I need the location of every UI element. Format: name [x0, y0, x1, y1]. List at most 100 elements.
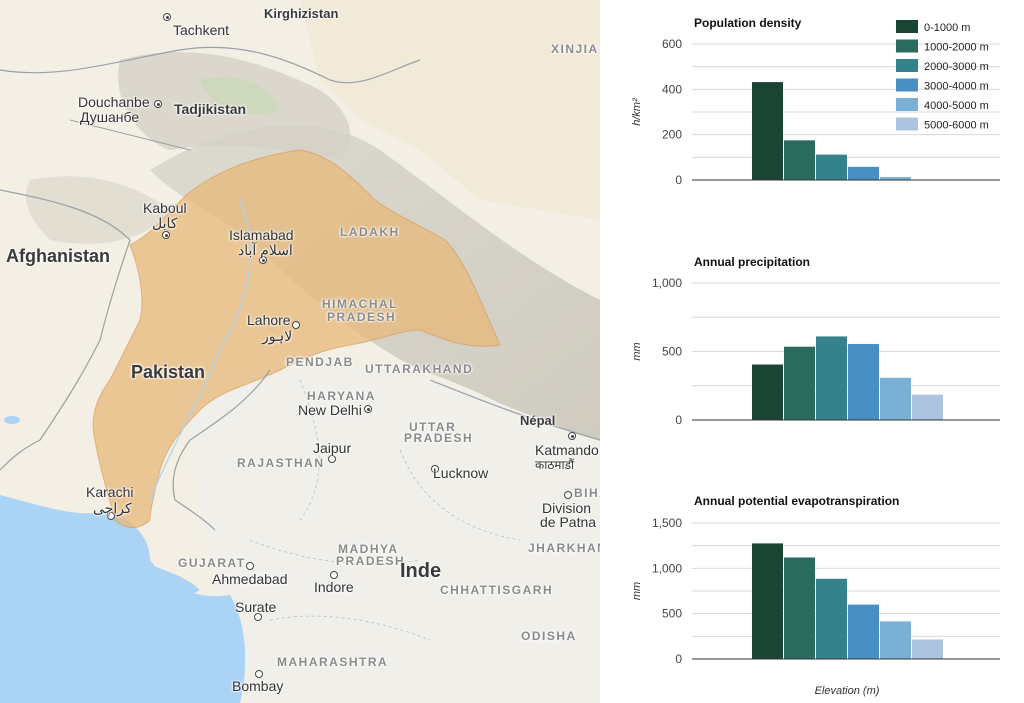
label-katmandou-ne: काठमाडौं	[535, 458, 575, 472]
ytick-1-1: 500	[662, 345, 682, 359]
label-douchanbe-cyr: Душанбе	[80, 109, 140, 125]
label-kaboul-ar: کابل	[152, 215, 178, 231]
ytick-2-0: 0	[675, 652, 682, 666]
legend-label-3: 3000-4000 m	[924, 81, 989, 93]
arabian-sea	[0, 495, 246, 703]
label-lucknow: Lucknow	[433, 465, 489, 481]
label-nepal: Népal	[520, 413, 556, 428]
bar-1-0	[752, 364, 783, 420]
tarim-plateau	[300, 0, 600, 220]
label-katmandou: Katmando	[535, 442, 599, 458]
label-maharashtra: MAHARASHTRA	[277, 655, 389, 669]
label-ahmedabad: Ahmedabad	[212, 571, 288, 587]
border-pak-ind	[172, 369, 271, 531]
surate-dot	[254, 613, 262, 621]
bar-0-4	[880, 177, 911, 180]
label-pradesh-mp: PRADESH	[336, 554, 406, 568]
douchanbe-dot	[154, 100, 162, 108]
tachkent-dot	[163, 13, 171, 21]
patna-dot	[564, 491, 572, 499]
legend-swatch-2	[896, 59, 918, 72]
label-ladakh: LADAKH	[340, 225, 400, 239]
label-bih: BIHA	[574, 486, 600, 500]
label-islamabad: Islamabad	[229, 227, 294, 243]
ytick-0-2: 400	[662, 82, 682, 96]
chart-title-1: Annual precipitation	[694, 255, 810, 269]
lahore-dot	[292, 321, 300, 329]
ytick-1-2: 1,000	[652, 276, 682, 290]
bar-2-4	[880, 621, 911, 659]
label-chhattisgarh: CHHATTISGARH	[440, 583, 554, 597]
label-uttar: UTTAR	[409, 420, 457, 434]
river	[149, 199, 251, 501]
label-tadjikistan: Tadjikistan	[174, 101, 247, 117]
legend-swatch-3	[896, 78, 918, 92]
ylabel-0: h/km²	[631, 98, 643, 126]
label-jaipur: Jaipur	[313, 440, 352, 456]
bar-1-4	[880, 377, 911, 420]
map-panel[interactable]: Kirghizistan Tachkent XINJIA Douchanbe Д…	[0, 0, 600, 703]
label-lahore-ur: لاہور	[262, 328, 293, 344]
ytick-2-2: 1,000	[652, 561, 682, 575]
label-haryana: HARYANA	[307, 389, 376, 403]
bombay-dot	[255, 670, 263, 678]
bar-0-0	[752, 82, 783, 180]
ytick-0-0: 0	[675, 173, 682, 187]
bar-2-2	[816, 578, 847, 659]
state-line-1	[299, 379, 320, 521]
label-indore: Indore	[314, 579, 354, 595]
karachi-dot	[107, 512, 115, 520]
label-douchanbe: Douchanbe	[78, 94, 150, 110]
label-jharkhand: JHARKHAN	[528, 541, 600, 555]
label-pakistan: Pakistan	[131, 362, 206, 382]
label-de-patna: de Patna	[540, 514, 597, 530]
label-inde: Inde	[400, 560, 442, 582]
legend-label-4: 4000-5000 m	[924, 100, 989, 112]
bar-2-1	[784, 557, 815, 659]
islamabad-dot	[259, 256, 267, 264]
indus-basin	[92, 149, 501, 528]
ytick-2-3: 1,500	[652, 516, 682, 530]
state-line-2	[399, 449, 521, 541]
bar-1-5	[912, 394, 943, 420]
chart-title-0: Population density	[694, 16, 802, 30]
bar-2-5	[912, 639, 943, 659]
ytick-0-1: 200	[662, 128, 682, 142]
legend-label-0: 0-1000 m	[924, 22, 970, 34]
ytick-2-1: 500	[662, 607, 682, 621]
label-new-delhi: New Delhi	[298, 402, 362, 418]
legend-label-1: 1000-2000 m	[924, 42, 989, 54]
indore-dot	[330, 571, 338, 579]
charts-svg: Population density 0 200 400 600 h/km² Annual …	[631, 16, 1000, 697]
bar-2-0	[752, 543, 783, 659]
ytick-1-0: 0	[675, 413, 682, 427]
legend-label-5: 5000-6000 m	[924, 120, 989, 132]
legend-swatch-1	[896, 39, 918, 53]
bar-0-2	[816, 154, 847, 180]
charts-panel: Population density 0 200 400 600 h/km² Annual …	[600, 0, 1024, 703]
x-axis-label: Elevation (m)	[815, 685, 880, 697]
ylabel-1: mm	[631, 342, 643, 360]
border-north	[0, 46, 421, 84]
label-himachal: HIMACHAL	[322, 297, 398, 311]
border-tajik	[69, 119, 191, 151]
state-line-4	[269, 615, 431, 641]
border-ind-nep	[429, 379, 600, 441]
label-pradesh-hp: PRADESH	[327, 310, 397, 324]
kaboul-dot	[162, 231, 170, 239]
lake	[4, 416, 20, 424]
bar-0-1	[784, 140, 815, 180]
bar-1-3	[848, 343, 879, 420]
gulf-kutch	[140, 560, 200, 596]
bar-1-2	[816, 336, 847, 420]
label-kaboul: Kaboul	[143, 200, 187, 216]
label-bombay: Bombay	[232, 678, 284, 694]
legend-swatch-5	[896, 117, 918, 131]
label-islamabad-ur: اسلام آباد	[238, 242, 293, 258]
label-uttarakhand: UTTARAKHAND	[365, 362, 474, 376]
label-afghanistan: Afghanistan	[6, 246, 111, 266]
label-xinjia: XINJIA	[551, 42, 599, 56]
label-karachi: Karachi	[86, 484, 134, 500]
label-odisha: ODISHA	[521, 629, 577, 643]
bar-2-3	[848, 604, 879, 659]
